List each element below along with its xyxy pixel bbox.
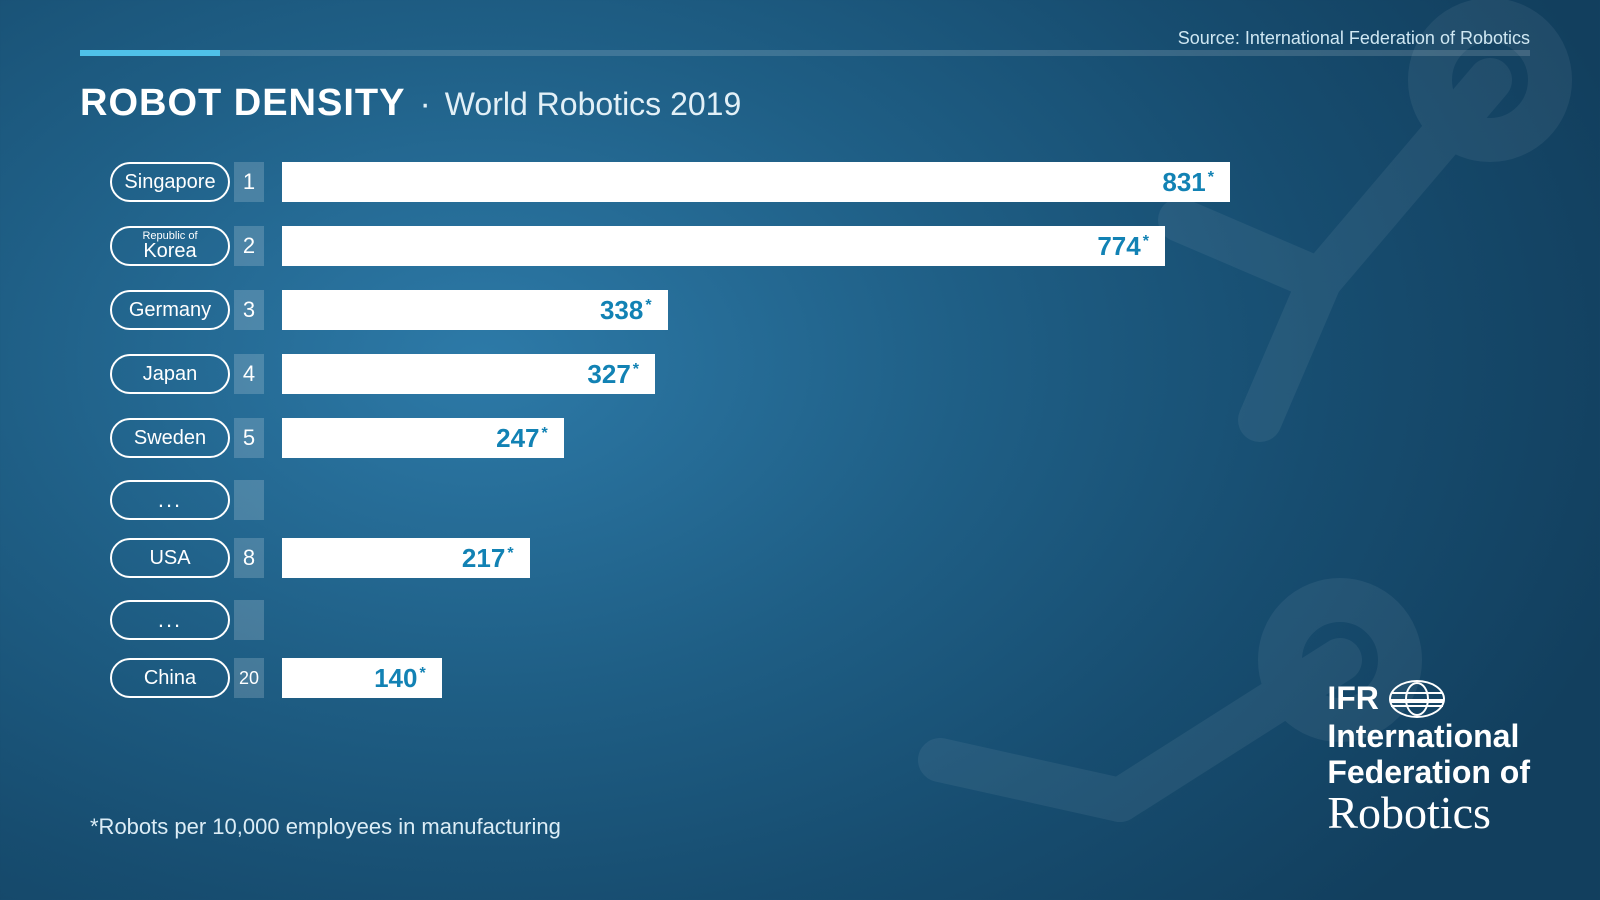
country-name: USA xyxy=(149,548,190,568)
bar-area: 247* xyxy=(282,418,1230,458)
country-name: China xyxy=(144,668,196,688)
asterisk: * xyxy=(1208,169,1214,187)
logo-line-1: IFR xyxy=(1327,680,1379,717)
bar-value: 831* xyxy=(1162,167,1214,198)
bar-area: 338* xyxy=(282,290,1230,330)
bar-value-number: 217 xyxy=(462,543,505,574)
country-pill: Republic ofKorea xyxy=(110,226,230,266)
bar: 217* xyxy=(282,538,530,578)
rank-number: 3 xyxy=(243,297,255,323)
bar-value-number: 338 xyxy=(600,295,643,326)
country-name: Sweden xyxy=(134,428,206,448)
bar: 774* xyxy=(282,226,1165,266)
bar-value-number: 327 xyxy=(587,359,630,390)
chart-row: China 20 140* xyxy=(110,656,1230,700)
country-name: ... xyxy=(158,489,182,511)
country-name: Singapore xyxy=(124,172,215,192)
logo-line-2: International xyxy=(1327,718,1530,755)
bar-area: 327* xyxy=(282,354,1230,394)
ifr-logo: IFR International Federation of Robotics xyxy=(1327,680,1530,840)
bar-area: 774* xyxy=(282,226,1230,266)
bar: 327* xyxy=(282,354,655,394)
country-pill: Singapore xyxy=(110,162,230,202)
chart-row: Japan 4 327* xyxy=(110,352,1230,396)
asterisk: * xyxy=(633,361,639,379)
bar-value: 217* xyxy=(462,543,514,574)
country-pill: USA xyxy=(110,538,230,578)
chart-row: Germany 3 338* xyxy=(110,288,1230,332)
asterisk: * xyxy=(419,665,425,683)
bar-value: 774* xyxy=(1097,231,1149,262)
chart-title: ROBOT DENSITY · World Robotics 2019 xyxy=(80,82,741,125)
bar-value-number: 247 xyxy=(496,423,539,454)
bar: 831* xyxy=(282,162,1230,202)
globe-icon xyxy=(1389,680,1445,718)
rank-box: 2 xyxy=(234,226,264,266)
country-pill: ... xyxy=(110,600,230,640)
country-name: Germany xyxy=(129,300,211,320)
country-pill: ... xyxy=(110,480,230,520)
title-divider-accent xyxy=(80,50,220,56)
rank-number: 5 xyxy=(243,425,255,451)
chart-row: USA 8 217* xyxy=(110,536,1230,580)
chart-row-ellipsis: ... xyxy=(110,478,1230,522)
bar-value-number: 140 xyxy=(374,663,417,694)
bar: 247* xyxy=(282,418,564,458)
chart-row: Sweden 5 247* xyxy=(110,416,1230,460)
country-name: Japan xyxy=(143,364,198,384)
bar-chart: Singapore1831*Republic ofKorea2774*Germa… xyxy=(110,160,1230,720)
bar-value-number: 774 xyxy=(1097,231,1140,262)
country-name: Korea xyxy=(143,241,196,261)
rank-number: 20 xyxy=(239,668,259,689)
bar-area xyxy=(282,480,1230,520)
rank-box: 4 xyxy=(234,354,264,394)
bar-value: 327* xyxy=(587,359,639,390)
title-divider xyxy=(80,50,1530,56)
country-pill: Japan xyxy=(110,354,230,394)
footnote: *Robots per 10,000 employees in manufact… xyxy=(90,814,561,840)
chart-row: Republic ofKorea 2 774* xyxy=(110,224,1230,268)
asterisk: * xyxy=(645,297,651,315)
rank-box: 8 xyxy=(234,538,264,578)
rank-number: 2 xyxy=(243,233,255,259)
rank-box xyxy=(234,600,264,640)
bar: 140* xyxy=(282,658,442,698)
rank-box: 20 xyxy=(234,658,264,698)
asterisk: * xyxy=(542,425,548,443)
rank-box: 5 xyxy=(234,418,264,458)
rank-number: 4 xyxy=(243,361,255,387)
bar-area: 140* xyxy=(282,658,1230,698)
country-pill: Germany xyxy=(110,290,230,330)
bar-value: 140* xyxy=(374,663,426,694)
country-name: ... xyxy=(158,609,182,631)
bar-value-number: 831 xyxy=(1162,167,1205,198)
asterisk: * xyxy=(507,545,513,563)
country-pill: Sweden xyxy=(110,418,230,458)
country-pill: China xyxy=(110,658,230,698)
bar-area: 217* xyxy=(282,538,1230,578)
rank-box: 3 xyxy=(234,290,264,330)
bar-value: 338* xyxy=(600,295,652,326)
logo-line-3: Federation of xyxy=(1327,754,1530,791)
logo-line-4: Robotics xyxy=(1327,787,1530,840)
bar-value: 247* xyxy=(496,423,548,454)
bar: 338* xyxy=(282,290,668,330)
bar-area xyxy=(282,600,1230,640)
title-subtitle: World Robotics 2019 xyxy=(445,86,741,123)
rank-number: 1 xyxy=(243,169,255,195)
rank-box xyxy=(234,480,264,520)
chart-row: Singapore 1 831* xyxy=(110,160,1230,204)
rank-number: 8 xyxy=(243,545,255,571)
bar-area: 831* xyxy=(282,162,1230,202)
title-main: ROBOT DENSITY xyxy=(80,82,405,125)
rank-box: 1 xyxy=(234,162,264,202)
title-separator: · xyxy=(419,85,430,124)
source-text: Source: International Federation of Robo… xyxy=(1178,28,1530,49)
asterisk: * xyxy=(1143,233,1149,251)
chart-row-ellipsis: ... xyxy=(110,598,1230,642)
